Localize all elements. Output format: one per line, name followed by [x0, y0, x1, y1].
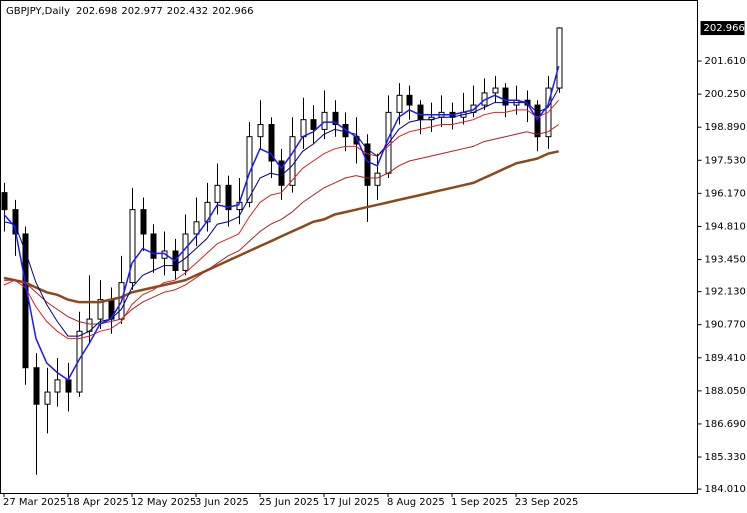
candle-body — [1, 192, 8, 211]
x-tick-label: 3 Jun 2025 — [195, 497, 249, 508]
header-low: 202.432 — [167, 6, 208, 17]
candle-body — [22, 233, 29, 369]
y-tick-label: 198.890 — [705, 122, 746, 133]
y-tick-label: 186.690 — [705, 419, 746, 430]
x-tick-label: 27 Mar 2025 — [3, 497, 66, 508]
candle-body — [556, 27, 563, 89]
y-tick-label: 192.130 — [705, 287, 746, 298]
candle-body — [310, 119, 317, 130]
last-price-box — [700, 21, 745, 36]
moving-average — [3, 66, 560, 381]
header-high: 202.977 — [121, 6, 162, 17]
y-tick-label: 190.770 — [705, 320, 746, 331]
candle-body — [65, 379, 72, 393]
header-open: 202.698 — [76, 6, 117, 17]
candle-body — [300, 119, 307, 138]
x-tick-label: 23 Sep 2025 — [515, 497, 578, 508]
y-tick-label: 201.610 — [705, 56, 746, 67]
x-tick-label: 8 Aug 2025 — [387, 497, 445, 508]
y-tick-label: 185.330 — [705, 452, 746, 463]
moving-average — [4, 124, 559, 325]
candle-body — [396, 94, 403, 113]
candle-body — [534, 104, 541, 138]
candle-body — [374, 172, 381, 186]
y-tick-label: 196.170 — [705, 188, 746, 199]
last-price-label: 202.966 — [704, 23, 745, 34]
candle-body — [502, 87, 509, 106]
symbol: GBPJPY,Daily — [6, 6, 70, 17]
moving-average — [3, 87, 560, 337]
candle-body — [129, 209, 136, 284]
header-close: 202.966 — [212, 6, 253, 17]
candle-body — [150, 233, 157, 259]
candle-body — [140, 209, 147, 235]
chart-title: GBPJPY,Daily 202.698 202.977 202.432 202.966 — [6, 6, 253, 17]
candle-body — [33, 367, 40, 405]
candle-body — [225, 184, 232, 211]
candle-body — [492, 87, 499, 94]
y-tick-label: 194.810 — [705, 221, 746, 232]
candle-body — [321, 111, 328, 130]
plot-frame — [0, 0, 698, 494]
candle-body — [332, 111, 339, 126]
candle-body — [214, 184, 221, 203]
x-tick-label: 1 Sep 2025 — [451, 497, 508, 508]
candle-body — [97, 299, 104, 320]
x-tick-label: 18 Apr 2025 — [67, 497, 129, 508]
moving-average — [3, 99, 560, 340]
candle-body — [406, 94, 413, 106]
y-tick-label: 197.530 — [705, 155, 746, 166]
candle-body — [417, 104, 424, 121]
y-tick-label: 200.250 — [705, 89, 746, 100]
candle-body — [182, 233, 189, 271]
x-tick-label: 17 Jul 2025 — [323, 497, 380, 508]
y-tick-label: 184.010 — [705, 484, 746, 495]
y-tick-label: 193.450 — [705, 255, 746, 266]
candle-body — [193, 221, 200, 235]
x-tick-label: 25 Jun 2025 — [259, 497, 319, 508]
y-tick-label: 189.410 — [705, 353, 746, 364]
x-tick-label: 12 May 2025 — [131, 497, 196, 508]
candle-body — [44, 391, 51, 405]
candle-body — [246, 136, 253, 203]
candle-body — [257, 124, 264, 138]
candle-body — [76, 330, 83, 393]
candle-body — [268, 124, 275, 162]
candle-body — [54, 379, 61, 393]
candle-body — [364, 143, 371, 186]
y-tick-label: 188.050 — [705, 386, 746, 397]
moving-average — [3, 150, 559, 304]
